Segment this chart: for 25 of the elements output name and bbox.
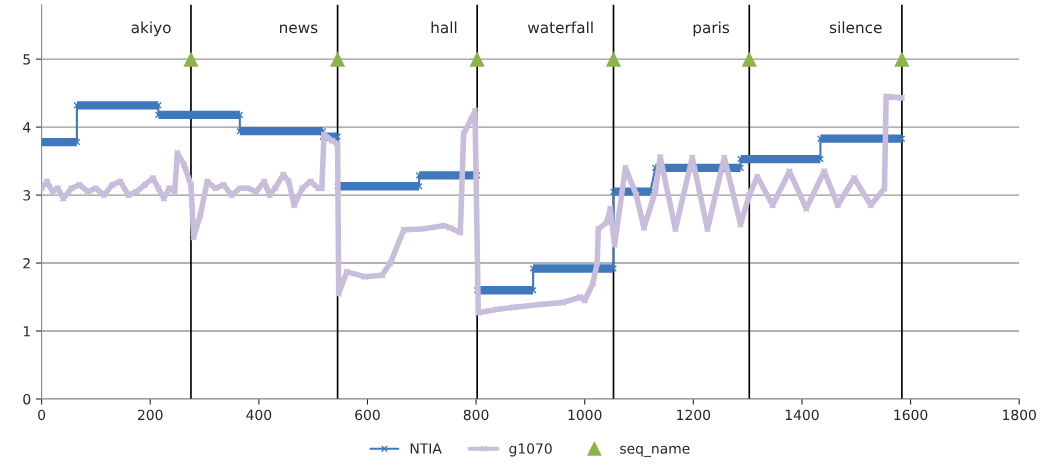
x-tick-label: 1000	[568, 409, 602, 421]
ref-line-label: silence	[829, 21, 882, 34]
x-tick-label: 1400	[785, 409, 819, 421]
x-tick-label: 0	[38, 409, 46, 421]
y-tick-label: 1	[23, 326, 30, 337]
legend-label: seq_name	[620, 445, 690, 457]
x-tick-label: 200	[137, 409, 163, 421]
y-tick-label: 3	[23, 190, 31, 201]
ref-line-label: hall	[431, 21, 457, 34]
y-tick-label: 4	[23, 122, 31, 133]
ref-line-label: waterfall	[527, 21, 593, 34]
y-tick-label: 5	[23, 54, 30, 65]
legend-label: NTIA	[410, 443, 442, 454]
legend-label: g1070	[509, 443, 552, 457]
y-tick-label: 2	[23, 258, 30, 269]
ref-line-label: news	[280, 24, 318, 34]
x-tick-label: 400	[246, 409, 272, 421]
x-tick-label: 800	[463, 409, 489, 421]
x-tick-label: 1800	[1003, 409, 1036, 421]
ref-line-label: paris	[693, 21, 730, 37]
x-tick-label: 1600	[894, 409, 928, 421]
y-tick-label: 0	[23, 393, 31, 405]
x-tick-label: 600	[355, 409, 380, 421]
x-tick-label: 1200	[677, 409, 711, 421]
ref-line-label: akiyo	[131, 21, 171, 37]
